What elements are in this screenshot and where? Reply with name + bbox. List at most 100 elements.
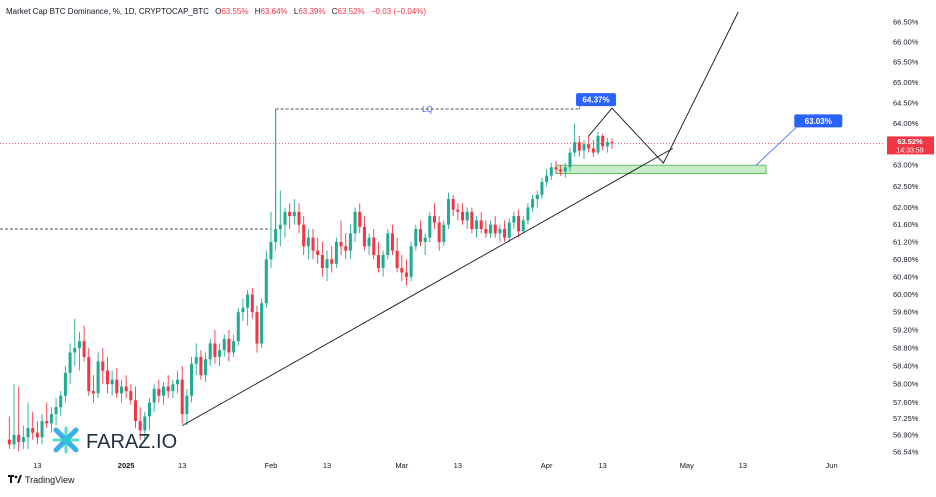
candle-body[interactable]	[554, 167, 558, 170]
candle-body[interactable]	[479, 220, 483, 230]
ascending-trendline[interactable]	[181, 148, 673, 427]
candle-body[interactable]	[437, 222, 441, 242]
candle-body[interactable]	[218, 350, 222, 357]
candle-body[interactable]	[409, 246, 413, 277]
candle-body[interactable]	[246, 294, 250, 308]
candle-body[interactable]	[26, 427, 30, 438]
candle-body[interactable]	[73, 347, 77, 353]
candle-body[interactable]	[171, 384, 175, 392]
candle-body[interactable]	[414, 229, 418, 247]
candle-body[interactable]	[49, 414, 53, 424]
candle-body[interactable]	[204, 359, 208, 376]
candle-body[interactable]	[302, 224, 306, 247]
candle-body[interactable]	[119, 386, 123, 394]
candle-body[interactable]	[199, 356, 203, 376]
candle-body[interactable]	[381, 254, 385, 269]
candle-body[interactable]	[185, 395, 189, 415]
candle-body[interactable]	[147, 402, 152, 417]
candle-body[interactable]	[475, 220, 479, 230]
candle-body[interactable]	[601, 135, 605, 147]
candle-body[interactable]	[105, 370, 109, 385]
demand-zone[interactable]	[555, 164, 767, 174]
candle-body[interactable]	[213, 343, 217, 357]
candle-body[interactable]	[540, 182, 544, 195]
candle-body[interactable]	[339, 241, 343, 247]
candle-body[interactable]	[386, 233, 390, 255]
candle-body[interactable]	[12, 434, 16, 445]
candle-body[interactable]	[45, 421, 49, 424]
candle-body[interactable]	[208, 343, 212, 360]
candle-body[interactable]	[395, 250, 399, 269]
candle-body[interactable]	[587, 144, 591, 149]
candle-body[interactable]	[498, 229, 502, 234]
candle-body[interactable]	[297, 211, 301, 225]
candle-body[interactable]	[423, 237, 427, 242]
candle-body[interactable]	[461, 211, 465, 221]
candle-body[interactable]	[190, 363, 194, 396]
candle-body[interactable]	[264, 259, 268, 304]
candle-body[interactable]	[526, 207, 530, 221]
candle-body[interactable]	[531, 199, 535, 208]
candle-body[interactable]	[124, 386, 128, 392]
candle-body[interactable]	[91, 391, 95, 394]
candle-body[interactable]	[442, 224, 446, 242]
candle-body[interactable]	[68, 352, 72, 373]
candle-body[interactable]	[517, 216, 521, 232]
candle-body[interactable]	[428, 216, 432, 238]
candle-body[interactable]	[7, 439, 11, 445]
candle-body[interactable]	[306, 237, 310, 247]
projection-path[interactable]	[588, 11, 739, 164]
candle-body[interactable]	[325, 259, 329, 269]
candle-body[interactable]	[40, 421, 44, 438]
candle-body[interactable]	[376, 254, 380, 269]
candle-body[interactable]	[129, 391, 133, 401]
candle-body[interactable]	[101, 361, 105, 371]
candle-body[interactable]	[316, 250, 320, 255]
candle-body[interactable]	[348, 233, 352, 251]
candle-body[interactable]	[255, 312, 259, 344]
candle-body[interactable]	[582, 144, 586, 151]
candle-body[interactable]	[334, 241, 338, 264]
candle-body[interactable]	[404, 272, 408, 277]
candle-body[interactable]	[278, 224, 282, 230]
candle-body[interactable]	[596, 135, 600, 153]
candle-body[interactable]	[535, 194, 539, 200]
candle-body[interactable]	[162, 386, 166, 396]
candle-body[interactable]	[484, 229, 488, 234]
candle-body[interactable]	[559, 169, 563, 172]
candle-body[interactable]	[507, 222, 511, 238]
candle-body[interactable]	[82, 341, 86, 357]
candle-body[interactable]	[227, 338, 231, 353]
candle-body[interactable]	[166, 386, 170, 392]
candle-body[interactable]	[283, 211, 287, 225]
candle-body[interactable]	[35, 432, 39, 438]
candle-body[interactable]	[143, 416, 147, 431]
candle-body[interactable]	[456, 209, 460, 212]
candle-body[interactable]	[292, 211, 296, 217]
candle-body[interactable]	[353, 211, 357, 234]
candle-body[interactable]	[563, 167, 567, 172]
candle-body[interactable]	[545, 175, 549, 183]
candle-body[interactable]	[470, 211, 474, 230]
candle-body[interactable]	[390, 233, 394, 251]
candle-body[interactable]	[180, 379, 184, 415]
candle-body[interactable]	[451, 199, 455, 210]
candle-body[interactable]	[367, 237, 371, 247]
candle-body[interactable]	[610, 142, 614, 144]
candle-body[interactable]	[577, 142, 581, 151]
candle-body[interactable]	[362, 226, 366, 247]
candle-body[interactable]	[96, 361, 100, 394]
candle-body[interactable]	[260, 303, 264, 344]
tradingview-footer[interactable]: TradingView	[8, 475, 75, 485]
candle-body[interactable]	[568, 152, 572, 168]
candle-body[interactable]	[241, 307, 245, 313]
target-high-badge[interactable]	[576, 93, 617, 107]
candle-body[interactable]	[236, 312, 240, 342]
candle-body[interactable]	[31, 427, 35, 433]
candle-body[interactable]	[432, 216, 437, 223]
candle-body[interactable]	[194, 356, 198, 364]
candle-body[interactable]	[17, 434, 21, 442]
candle-body[interactable]	[133, 400, 138, 422]
